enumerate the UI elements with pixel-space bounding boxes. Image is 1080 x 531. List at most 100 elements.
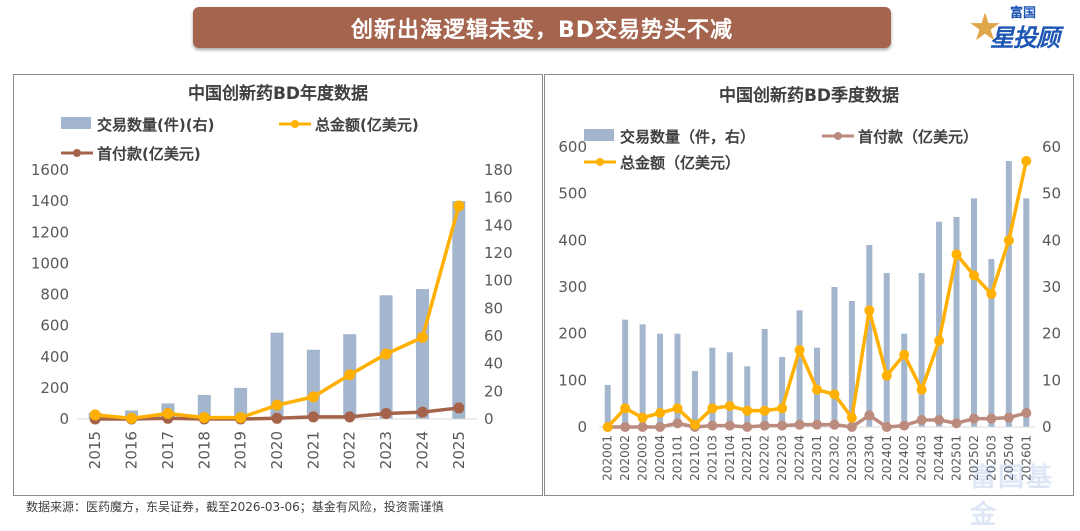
point-upfront-2024Q3 [916, 415, 927, 425]
legend-label-0: 交易数量(件)(右) [97, 116, 214, 134]
x-axis-label: 202102 [688, 435, 702, 481]
bar-2021Q2 [691, 371, 698, 427]
left-axis-tick: 400 [558, 231, 587, 249]
x-axis-label: 202101 [670, 435, 684, 481]
x-axis-label: 202303 [845, 435, 859, 481]
x-axis-label: 202203 [775, 435, 789, 481]
x-axis-label: 202001 [601, 435, 615, 481]
point-total-2020Q2 [620, 403, 631, 414]
point-upfront-2020Q3 [637, 422, 648, 432]
point-upfront-2022Q3 [777, 420, 788, 431]
bar-2025Q1 [953, 217, 960, 427]
right-axis-tick: 50 [1042, 185, 1061, 203]
bar-2023Q2 [831, 287, 838, 427]
logo-top-text: 富国 [1010, 6, 1037, 21]
x-axis-label: 202504 [1002, 435, 1016, 481]
legend-label-0: 交易数量（件，右） [620, 128, 755, 146]
point-upfront-2023Q4 [864, 410, 875, 421]
right-axis-tick: 40 [1042, 231, 1061, 249]
legend-label-2: 总金额（亿美元） [620, 154, 740, 172]
bar-2023Q4 [866, 245, 873, 427]
bar-2024Q1 [883, 273, 890, 427]
bar-2020Q3 [639, 324, 646, 427]
point-total-2016 [126, 412, 138, 424]
point-upfront-2025 [453, 402, 465, 414]
x-axis-label: 2025 [450, 431, 468, 469]
point-total-2023 [380, 348, 392, 360]
point-total-2022Q1 [742, 405, 753, 416]
x-axis-label: 202304 [862, 435, 876, 481]
bar-2025Q4 [1005, 161, 1012, 427]
point-upfront-2020Q2 [620, 422, 631, 432]
x-axis-label: 202003 [636, 435, 650, 481]
point-upfront-2021Q4 [724, 420, 735, 431]
point-total-2021Q1 [672, 403, 683, 414]
right-axis-tick: 0 [484, 410, 494, 428]
point-total-2015 [89, 409, 101, 421]
legend-label-1: 首付款（亿美元） [858, 128, 978, 146]
point-upfront-2024Q2 [899, 420, 910, 431]
point-upfront-2022Q2 [759, 420, 770, 431]
point-upfront-2021Q3 [707, 420, 718, 431]
point-upfront-2024Q4 [934, 415, 945, 425]
x-axis-label: 2022 [341, 431, 359, 469]
point-total-2019 [235, 412, 247, 424]
point-upfront-2025Q4 [1003, 412, 1014, 423]
left-axis-tick: 1400 [31, 192, 69, 210]
bar-2022Q4 [796, 310, 803, 427]
x-axis-label: 202202 [758, 435, 772, 481]
point-upfront-2020Q4 [655, 422, 666, 432]
point-upfront-2022Q4 [794, 419, 805, 430]
x-axis-label: 202403 [915, 435, 929, 481]
point-upfront-2022 [344, 411, 356, 423]
left-axis-tick: 300 [558, 278, 587, 296]
point-upfront-2023Q1 [812, 419, 822, 430]
point-total-2025Q4 [1003, 235, 1014, 246]
point-total-2018 [198, 412, 210, 424]
x-axis-label: 2024 [413, 431, 431, 469]
bar-2022Q1 [744, 366, 751, 427]
point-total-2022Q3 [777, 403, 788, 414]
bar-2021Q3 [709, 347, 716, 427]
bar-2018 [197, 394, 211, 419]
point-total-2021Q2 [689, 419, 700, 430]
point-total-2024Q2 [899, 349, 910, 360]
x-axis-label: 2021 [304, 431, 322, 469]
point-total-2017 [162, 407, 174, 419]
bar-2021Q1 [674, 333, 681, 427]
point-total-2025Q3 [986, 289, 997, 299]
left-axis-tick: 400 [40, 348, 69, 366]
x-axis-label: 202204 [793, 435, 807, 481]
right-axis-tick: 20 [1042, 325, 1061, 343]
point-total-2022Q2 [759, 405, 770, 416]
x-axis-label: 202302 [827, 435, 841, 481]
x-axis-label: 2020 [268, 431, 286, 469]
bar-2019 [234, 387, 248, 419]
legend-marker-2 [73, 149, 81, 157]
x-axis-label: 2017 [159, 431, 177, 469]
x-axis-label: 202104 [723, 435, 737, 481]
point-total-2020 [271, 399, 283, 411]
x-axis-label: 2016 [123, 431, 141, 469]
x-axis-label: 2019 [232, 431, 250, 469]
right-axis-tick: 60 [1042, 138, 1061, 156]
point-upfront-2024 [416, 406, 428, 418]
left-axis-tick: 1200 [31, 223, 69, 241]
point-upfront-2022Q1 [742, 422, 753, 432]
left-axis-tick: 1000 [31, 254, 69, 272]
x-axis-label: 2018 [195, 431, 213, 469]
point-total-2023Q2 [829, 389, 840, 400]
point-total-2020Q4 [655, 408, 666, 418]
point-total-2021Q3 [707, 403, 718, 414]
right-axis-tick: 180 [484, 161, 513, 179]
point-upfront-2024Q1 [881, 422, 892, 432]
point-upfront-2021 [307, 411, 319, 423]
bar-2024Q3 [918, 273, 925, 427]
point-upfront-2020 [271, 412, 283, 424]
point-upfront-2026Q1 [1021, 408, 1032, 418]
bar-2020Q1 [604, 385, 611, 427]
point-upfront-2023Q2 [829, 419, 840, 430]
left-axis-tick: 600 [40, 317, 69, 335]
